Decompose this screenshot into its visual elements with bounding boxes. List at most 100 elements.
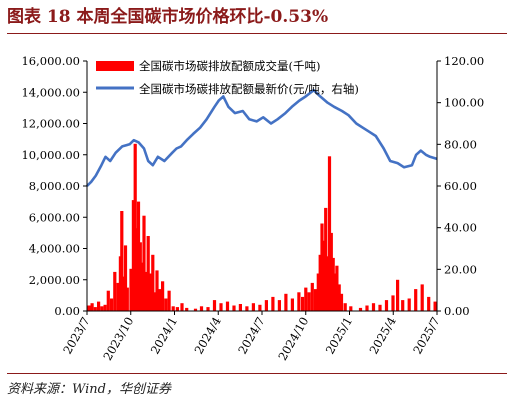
volume-bar	[175, 307, 179, 311]
x-tick-label: 2025/7	[410, 315, 442, 357]
source-divider	[7, 373, 507, 374]
volume-bar	[396, 279, 400, 312]
volume-bar	[258, 304, 262, 312]
right-tick-label: 60.00	[444, 179, 477, 193]
volume-bar	[251, 303, 255, 311]
axes: 0.00 2,000.00 4,000.00 6,000.00 8,000.00 10,0…	[21, 54, 484, 363]
left-tick-label: 6,000.00	[29, 210, 80, 224]
volume-bar	[153, 292, 157, 312]
volume-bar	[271, 296, 275, 311]
left-tick-label: 2,000.00	[29, 273, 80, 287]
volume-bar	[100, 306, 104, 311]
volume-bar	[142, 215, 146, 311]
volume-bar	[113, 271, 117, 311]
volume-bar	[333, 273, 337, 311]
volume-bar	[324, 207, 328, 311]
volume-bar	[331, 257, 335, 311]
left-tick-label: 8,000.00	[29, 179, 80, 193]
volume-bar	[106, 290, 110, 311]
volume-bar	[318, 254, 322, 312]
x-tick-label: 2023/7	[60, 315, 92, 357]
volume-bar	[133, 143, 137, 311]
volume-bar	[87, 305, 91, 311]
volume-bar	[264, 300, 268, 311]
volume-bar	[93, 307, 97, 311]
legend-bar-label: 全国碳市场碳排放配额成交量(千吨)	[139, 59, 320, 73]
x-tick-label: 2024/1	[148, 315, 180, 357]
volume-bar	[148, 273, 153, 311]
volume-bar	[414, 289, 418, 311]
volume-bar	[122, 276, 126, 311]
volume-bar	[371, 303, 376, 311]
volume-bar	[420, 284, 424, 311]
volume-bar	[307, 292, 311, 312]
volume-bar	[103, 304, 107, 312]
volume-bar	[343, 303, 347, 311]
left-tick-label: 10,000.00	[21, 148, 80, 162]
legend-line-label: 全国碳市场碳排放配额最新价(元/吨，右轴)	[139, 82, 359, 96]
volume-bar	[185, 307, 189, 311]
left-tick-label: 14,000.00	[21, 85, 80, 99]
legend-bar-swatch	[96, 61, 134, 71]
volume-bar	[140, 262, 144, 311]
right-tick-label: 120.00	[444, 54, 484, 68]
volume-bar	[245, 306, 249, 311]
volume-bar	[90, 303, 94, 311]
volume-bar	[131, 200, 135, 311]
volume-bar	[339, 293, 344, 311]
price-line	[86, 88, 438, 187]
volume-bar	[427, 296, 431, 311]
volume-bar	[310, 282, 314, 311]
carbon-market-chart: 0.00 2,000.00 4,000.00 6,000.00 8,000.00 10,0…	[21, 54, 484, 363]
volume-bar	[219, 303, 223, 311]
volume-bar	[401, 300, 405, 311]
title-divider	[7, 33, 507, 34]
left-tick-label: 16,000.00	[21, 54, 80, 68]
volume-bar	[316, 273, 320, 311]
price-line-group	[86, 88, 438, 187]
volume-bar	[322, 240, 326, 311]
volume-bar	[225, 301, 230, 311]
volume-bar	[158, 289, 162, 311]
x-tick-label: 2025/4	[366, 315, 398, 357]
volume-bar	[206, 307, 210, 311]
volume-bar	[313, 289, 318, 311]
volume-bar	[144, 271, 148, 311]
volume-bar	[180, 303, 184, 311]
right-tick-label: 20.00	[444, 262, 477, 276]
volume-bar	[120, 211, 124, 311]
x-tick-label: 2023/10	[100, 315, 136, 363]
volume-bar	[193, 308, 198, 311]
volume-bar	[407, 298, 411, 311]
volume-bar	[136, 201, 141, 311]
volume-bar	[116, 282, 120, 311]
volume-bar	[238, 304, 242, 311]
volume-bar	[365, 305, 369, 311]
volume-bar	[326, 256, 330, 311]
x-tick-label: 2024/7	[235, 315, 267, 357]
source-note: 资料来源：Wind，华创证券	[7, 382, 171, 397]
chart-legend: 全国碳市场碳排放配额成交量(千吨) 全国碳市场碳排放配额最新价(元/吨，右轴)	[96, 59, 359, 96]
volume-bar	[304, 287, 308, 311]
figure-title: 图表 18 本周全国碳市场价格环比-0.53%	[7, 7, 329, 27]
volume-bar	[358, 307, 363, 311]
volume-bar	[349, 306, 353, 311]
volume-bar	[378, 304, 382, 312]
x-tick-label: 2024/4	[191, 315, 223, 357]
volume-bar	[337, 284, 341, 311]
volume-bar	[125, 287, 129, 311]
volume-bar	[146, 236, 150, 311]
volume-bar	[329, 232, 333, 311]
volume-bar	[167, 290, 171, 311]
volume-bars	[87, 143, 437, 312]
right-tick-label: 0.00	[444, 304, 470, 318]
right-tick-label: 80.00	[444, 137, 477, 151]
volume-bar	[320, 223, 324, 311]
volume-bar	[129, 268, 133, 311]
volume-bar	[199, 306, 204, 311]
x-tick-label: 2024/10	[275, 315, 311, 363]
volume-bar	[277, 300, 281, 311]
left-tick-label: 12,000.00	[21, 117, 80, 131]
volume-bar	[297, 292, 301, 312]
volume-bar	[123, 245, 128, 311]
